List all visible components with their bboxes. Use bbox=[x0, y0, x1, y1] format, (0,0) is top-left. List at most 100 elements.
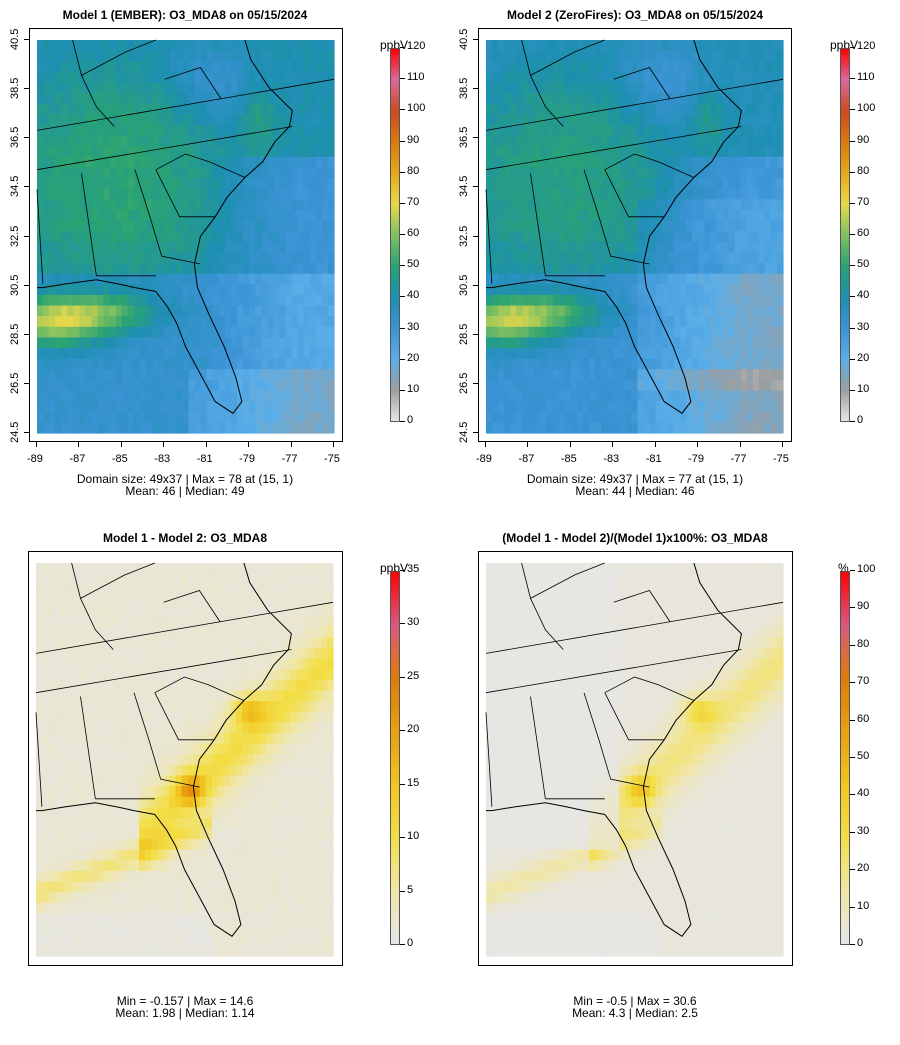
y-axis-tick bbox=[24, 39, 29, 40]
panel2-colorbar-units: ppbV bbox=[830, 38, 859, 52]
colorbar-tick-label: 0 bbox=[849, 937, 864, 949]
y-axis-tick bbox=[473, 333, 478, 335]
state-border bbox=[35, 712, 43, 807]
x-axis-tick-label: -75 bbox=[324, 453, 340, 465]
panel3-colorbar-units: ppbV bbox=[380, 561, 409, 575]
state-border bbox=[154, 692, 215, 741]
colorbar-tick-label: 35 bbox=[399, 563, 420, 575]
y-axis-tick-label: 30.5 bbox=[458, 274, 470, 296]
state-border bbox=[613, 590, 671, 623]
x-axis-tick-label: -85 bbox=[111, 453, 128, 465]
state-border bbox=[613, 67, 671, 100]
x-axis-tick-label: -83 bbox=[603, 453, 620, 465]
panel2-colorbar bbox=[840, 48, 850, 422]
state-border bbox=[530, 598, 564, 650]
colorbar-tick-label: 40 bbox=[849, 787, 870, 800]
state-border bbox=[72, 39, 156, 76]
state-border bbox=[485, 601, 784, 654]
panel3-map bbox=[35, 562, 334, 957]
x-axis-tick bbox=[485, 442, 486, 447]
colorbar-tick-label: 60 bbox=[399, 227, 420, 239]
colorbar-tick-label: 110 bbox=[850, 71, 875, 84]
colorbar-tick-label: 80 bbox=[849, 164, 870, 177]
state-border bbox=[485, 712, 493, 807]
state-border bbox=[35, 649, 292, 694]
colorbar-tick-label: 20 bbox=[399, 351, 420, 364]
x-axis-tick bbox=[36, 442, 37, 447]
colorbar-tick-label: 10 bbox=[399, 830, 420, 843]
y-axis-tick-label: 38.5 bbox=[458, 77, 470, 100]
colorbar-tick-label: 70 bbox=[849, 195, 870, 208]
panel1-title: Model 1 (EMBER): O3_MDA8 on 05/15/2024 bbox=[62, 8, 308, 22]
state-border bbox=[604, 692, 665, 741]
panel3-map-frame bbox=[28, 551, 343, 966]
y-axis-tick-label: 38.5 bbox=[9, 77, 21, 100]
colorbar-tick-label: 5 bbox=[399, 883, 414, 896]
colorbar-tick-label: 30 bbox=[399, 320, 420, 333]
x-axis-tick-label: -75 bbox=[773, 453, 789, 465]
x-axis-tick-label: -77 bbox=[730, 453, 747, 465]
x-axis-tick bbox=[78, 442, 80, 447]
colorbar-tick-label: 40 bbox=[399, 289, 420, 302]
colorbar-tick-label: 0 bbox=[399, 414, 414, 426]
x-axis-tick-label: -87 bbox=[518, 453, 535, 465]
x-axis-tick bbox=[697, 442, 699, 447]
panel1-stat-line2: Mean: 46 | Median: 49 bbox=[125, 484, 245, 498]
colorbar-tick-label: 110 bbox=[400, 71, 425, 84]
panel4-colorbar bbox=[840, 571, 850, 945]
panel4-stat-line1: Min = -0.5 | Max = 30.6 bbox=[573, 994, 697, 1008]
state-border bbox=[530, 75, 564, 127]
panel1-map-frame bbox=[29, 28, 343, 442]
colorbar-tick-label: 10 bbox=[849, 899, 870, 912]
y-axis-tick bbox=[473, 284, 478, 286]
panel1-map bbox=[36, 39, 335, 434]
colorbar-tick-label: 30 bbox=[849, 320, 870, 333]
colorbar-tick-label: 25 bbox=[399, 669, 420, 682]
state-border bbox=[134, 169, 201, 265]
x-axis-tick bbox=[782, 442, 783, 447]
colorbar-tick-label: 80 bbox=[849, 637, 870, 650]
x-axis-tick bbox=[739, 442, 741, 447]
state-border bbox=[133, 692, 200, 788]
y-axis-tick-label: 26.5 bbox=[9, 372, 21, 394]
panel3-title: Model 1 - Model 2: O3_MDA8 bbox=[102, 531, 268, 545]
panel4-colorbar-units: % bbox=[838, 561, 849, 575]
state-border bbox=[81, 173, 97, 276]
colorbar-tick-label: 20 bbox=[849, 862, 870, 875]
state-border bbox=[604, 169, 665, 218]
grid-cells bbox=[37, 40, 335, 434]
grid-cells bbox=[36, 563, 334, 957]
colorbar-tick-label: 100 bbox=[399, 102, 426, 115]
x-axis-tick-label: -83 bbox=[154, 453, 171, 465]
colorbar-tick-label: 30 bbox=[849, 824, 870, 837]
x-axis-tick bbox=[290, 442, 292, 447]
state-border bbox=[521, 562, 605, 599]
y-axis-tick-label: 40.5 bbox=[458, 28, 470, 50]
state-border bbox=[154, 676, 245, 701]
grid-cells bbox=[486, 563, 784, 957]
y-axis-tick bbox=[473, 88, 478, 90]
x-axis-tick-label: -79 bbox=[239, 453, 256, 465]
x-axis-tick-label: -81 bbox=[196, 453, 213, 465]
y-axis-tick bbox=[24, 186, 29, 188]
y-axis-tick bbox=[24, 88, 29, 90]
x-axis-tick bbox=[527, 442, 529, 447]
y-axis-tick-label: 34.5 bbox=[9, 175, 21, 198]
state-border bbox=[485, 189, 493, 284]
state-border bbox=[36, 126, 293, 171]
state-border bbox=[80, 598, 114, 650]
y-axis-tick bbox=[24, 235, 29, 237]
coastline bbox=[37, 39, 293, 414]
panel1-colorbar bbox=[390, 48, 400, 422]
state-border bbox=[485, 649, 742, 694]
state-border bbox=[71, 562, 155, 599]
panel1-colorbar-units: ppbV bbox=[380, 38, 409, 52]
state-border bbox=[80, 696, 96, 799]
y-axis-tick bbox=[473, 432, 478, 433]
x-axis-tick bbox=[654, 442, 656, 447]
y-axis-tick-label: 36.5 bbox=[458, 126, 470, 149]
y-axis-tick-label: 28.5 bbox=[458, 323, 470, 345]
colorbar-tick-label: 70 bbox=[399, 195, 420, 208]
state-border bbox=[485, 126, 742, 171]
y-axis-tick bbox=[473, 235, 478, 237]
